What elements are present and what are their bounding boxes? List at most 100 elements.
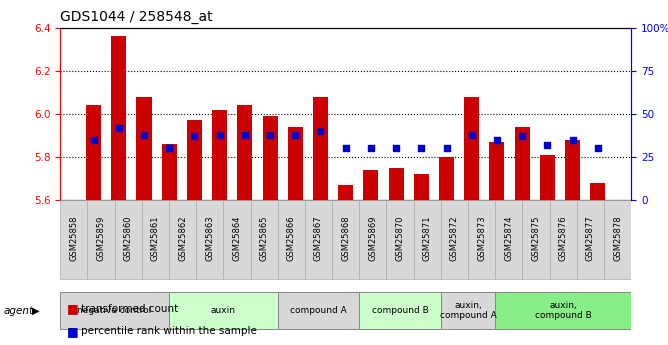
Text: GSM25872: GSM25872 bbox=[450, 216, 459, 262]
Text: GSM25873: GSM25873 bbox=[477, 216, 486, 262]
Point bbox=[567, 137, 578, 142]
Bar bbox=[60, 292, 169, 329]
Bar bbox=[464, 97, 479, 200]
Bar bbox=[565, 140, 580, 200]
Text: GSM25868: GSM25868 bbox=[341, 216, 350, 262]
Bar bbox=[490, 142, 504, 200]
Bar bbox=[169, 292, 278, 329]
Bar bbox=[550, 200, 577, 279]
Text: GSM25860: GSM25860 bbox=[124, 216, 133, 262]
Bar bbox=[142, 200, 169, 279]
Text: auxin,
compound A: auxin, compound A bbox=[440, 301, 496, 320]
Bar bbox=[86, 105, 102, 200]
Point bbox=[517, 134, 528, 139]
Bar bbox=[590, 183, 605, 200]
Text: GSM25859: GSM25859 bbox=[96, 216, 106, 262]
Point bbox=[290, 132, 301, 137]
Point bbox=[492, 137, 502, 142]
Text: GSM25874: GSM25874 bbox=[504, 216, 514, 262]
Bar bbox=[162, 144, 177, 200]
Bar bbox=[237, 105, 253, 200]
Bar bbox=[60, 200, 88, 279]
Bar bbox=[114, 200, 142, 279]
Text: GSM25869: GSM25869 bbox=[368, 216, 377, 262]
Text: GSM25858: GSM25858 bbox=[69, 216, 78, 262]
Text: agent: agent bbox=[3, 306, 33, 315]
Bar bbox=[112, 36, 126, 200]
Bar bbox=[439, 157, 454, 200]
Text: GSM25867: GSM25867 bbox=[314, 216, 323, 262]
Text: GSM25870: GSM25870 bbox=[395, 216, 405, 262]
Text: compound B: compound B bbox=[371, 306, 428, 315]
Text: GSM25864: GSM25864 bbox=[232, 216, 241, 262]
Bar bbox=[363, 170, 379, 200]
Bar bbox=[196, 200, 223, 279]
Text: GSM25877: GSM25877 bbox=[586, 216, 595, 262]
Point bbox=[315, 128, 326, 134]
Bar bbox=[263, 116, 278, 200]
Bar bbox=[495, 200, 522, 279]
Bar bbox=[187, 120, 202, 200]
Bar bbox=[169, 200, 196, 279]
Bar bbox=[577, 200, 604, 279]
Point bbox=[114, 125, 124, 130]
Bar bbox=[278, 200, 305, 279]
Bar bbox=[359, 200, 387, 279]
Bar bbox=[389, 168, 403, 200]
Text: GSM25878: GSM25878 bbox=[613, 216, 622, 262]
Bar bbox=[250, 200, 278, 279]
Point bbox=[189, 134, 200, 139]
Text: GSM25862: GSM25862 bbox=[178, 216, 187, 262]
Bar bbox=[288, 127, 303, 200]
Bar bbox=[413, 200, 441, 279]
Point bbox=[593, 146, 603, 151]
Text: GSM25863: GSM25863 bbox=[205, 216, 214, 262]
Bar bbox=[313, 97, 328, 200]
Bar bbox=[514, 127, 530, 200]
Text: ■: ■ bbox=[67, 325, 79, 338]
Bar bbox=[278, 292, 359, 329]
Text: GSM25876: GSM25876 bbox=[558, 216, 568, 262]
Text: GSM25871: GSM25871 bbox=[423, 216, 432, 262]
Bar bbox=[540, 155, 555, 200]
Bar bbox=[522, 200, 550, 279]
Bar bbox=[359, 292, 441, 329]
Bar bbox=[441, 292, 495, 329]
Text: GDS1044 / 258548_at: GDS1044 / 258548_at bbox=[60, 10, 212, 24]
Bar bbox=[332, 200, 359, 279]
Bar bbox=[604, 200, 631, 279]
Text: GSM25875: GSM25875 bbox=[532, 216, 540, 262]
Bar bbox=[413, 174, 429, 200]
Point bbox=[88, 137, 99, 142]
Bar bbox=[88, 200, 114, 279]
Bar bbox=[387, 200, 413, 279]
Text: percentile rank within the sample: percentile rank within the sample bbox=[81, 326, 257, 336]
Point bbox=[240, 132, 250, 137]
Text: GSM25861: GSM25861 bbox=[151, 216, 160, 262]
Text: compound A: compound A bbox=[290, 306, 347, 315]
Point bbox=[139, 132, 150, 137]
Point bbox=[416, 146, 427, 151]
Bar bbox=[212, 110, 227, 200]
Point bbox=[365, 146, 376, 151]
Text: GSM25866: GSM25866 bbox=[287, 216, 296, 262]
Text: ■: ■ bbox=[67, 302, 79, 315]
Point bbox=[542, 142, 552, 148]
Text: auxin: auxin bbox=[211, 306, 236, 315]
Bar bbox=[305, 200, 332, 279]
Point bbox=[391, 146, 401, 151]
Text: negative control: negative control bbox=[77, 306, 152, 315]
Text: GSM25865: GSM25865 bbox=[260, 216, 269, 262]
Point bbox=[164, 146, 174, 151]
Point bbox=[466, 132, 477, 137]
Point bbox=[441, 146, 452, 151]
Bar bbox=[495, 292, 631, 329]
Bar bbox=[441, 200, 468, 279]
Text: transformed count: transformed count bbox=[81, 304, 179, 314]
Point bbox=[340, 146, 351, 151]
Bar bbox=[136, 97, 152, 200]
Point bbox=[214, 132, 225, 137]
Bar bbox=[338, 185, 353, 200]
Point bbox=[265, 132, 275, 137]
Bar bbox=[223, 200, 250, 279]
